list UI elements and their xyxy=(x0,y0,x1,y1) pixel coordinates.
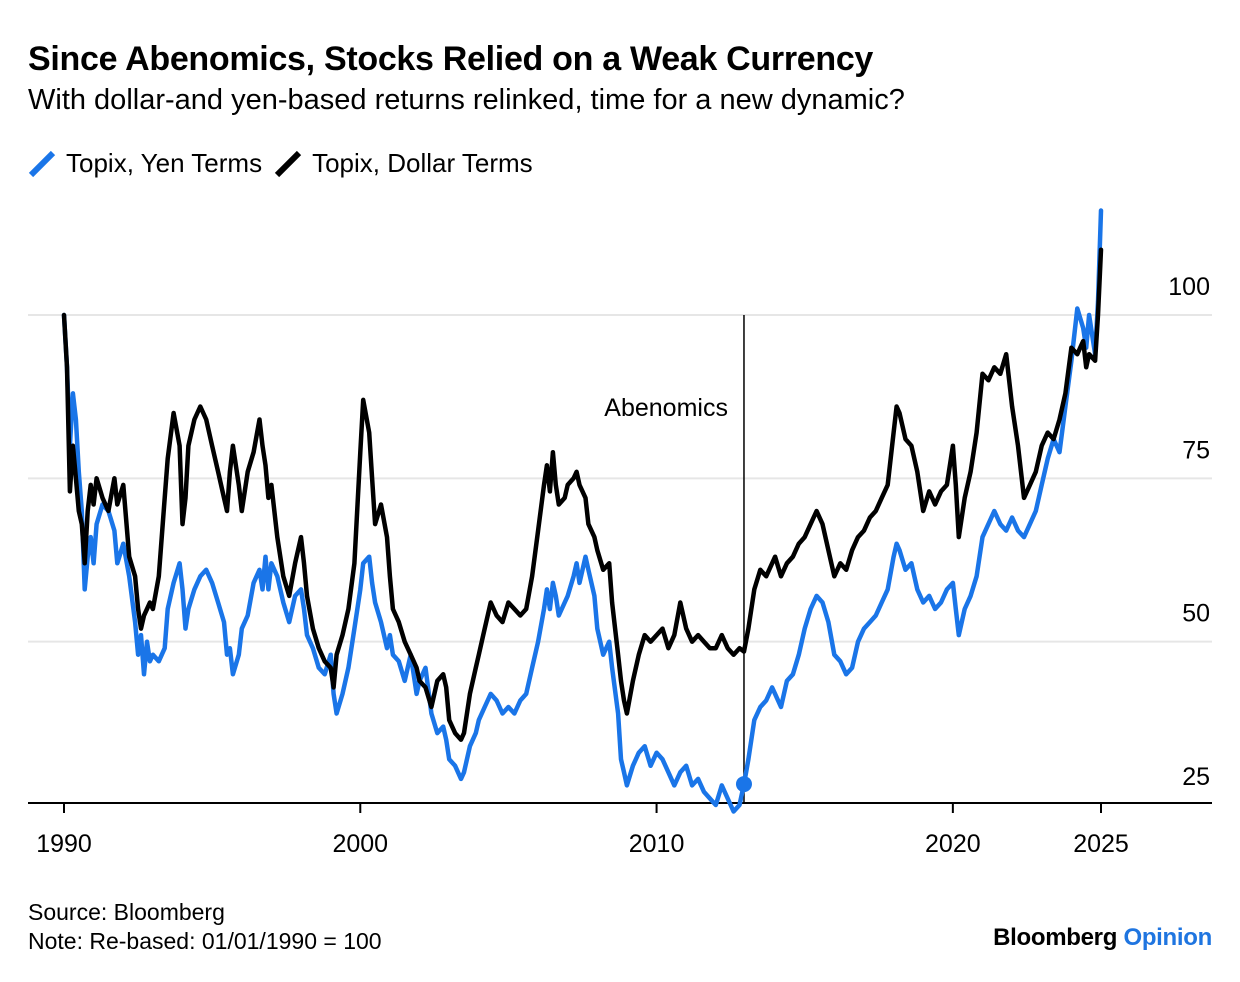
x-tick-label-2020: 2020 xyxy=(925,830,981,858)
legend-item-dollar: Topix, Dollar Terms xyxy=(274,148,533,179)
footer-notes: Source: Bloomberg Note: Re-based: 01/01/… xyxy=(28,898,382,956)
legend-swatch-dollar xyxy=(274,150,302,177)
x-tick-label-2025: 2025 xyxy=(1073,830,1129,858)
x-tick-label-2010: 2010 xyxy=(629,830,685,858)
chart-title: Since Abenomics, Stocks Relied on a Weak… xyxy=(28,40,874,78)
y-tick-label-100: 100 xyxy=(1168,273,1210,301)
note-text: Note: Re-based: 01/01/1990 = 100 xyxy=(28,928,382,954)
brand-accent: Opinion xyxy=(1123,924,1212,951)
legend-swatch-yen xyxy=(28,150,56,177)
legend: Topix, Yen Terms Topix, Dollar Terms xyxy=(28,148,545,179)
x-tick-label-2000: 2000 xyxy=(332,830,388,858)
legend-label-yen: Topix, Yen Terms xyxy=(66,148,263,178)
y-tick-label-25: 25 xyxy=(1182,763,1210,791)
series-line-yen xyxy=(61,208,1104,814)
y-tick-label-50: 50 xyxy=(1182,600,1210,628)
chart-subtitle: With dollar-and yen-based returns relink… xyxy=(28,84,905,116)
brand-logo: Bloomberg Opinion xyxy=(993,924,1212,952)
series-line-dollar xyxy=(61,247,1104,742)
source-text: Source: Bloomberg xyxy=(28,899,225,925)
brand-main: Bloomberg xyxy=(993,924,1118,951)
legend-item-yen: Topix, Yen Terms xyxy=(28,148,262,179)
abenomics-label: Abenomics xyxy=(604,394,728,422)
x-tick-label-1990: 1990 xyxy=(36,830,92,858)
abenomics-marker xyxy=(735,776,752,793)
y-tick-label-75: 75 xyxy=(1182,436,1210,464)
legend-label-dollar: Topix, Dollar Terms xyxy=(312,148,533,178)
